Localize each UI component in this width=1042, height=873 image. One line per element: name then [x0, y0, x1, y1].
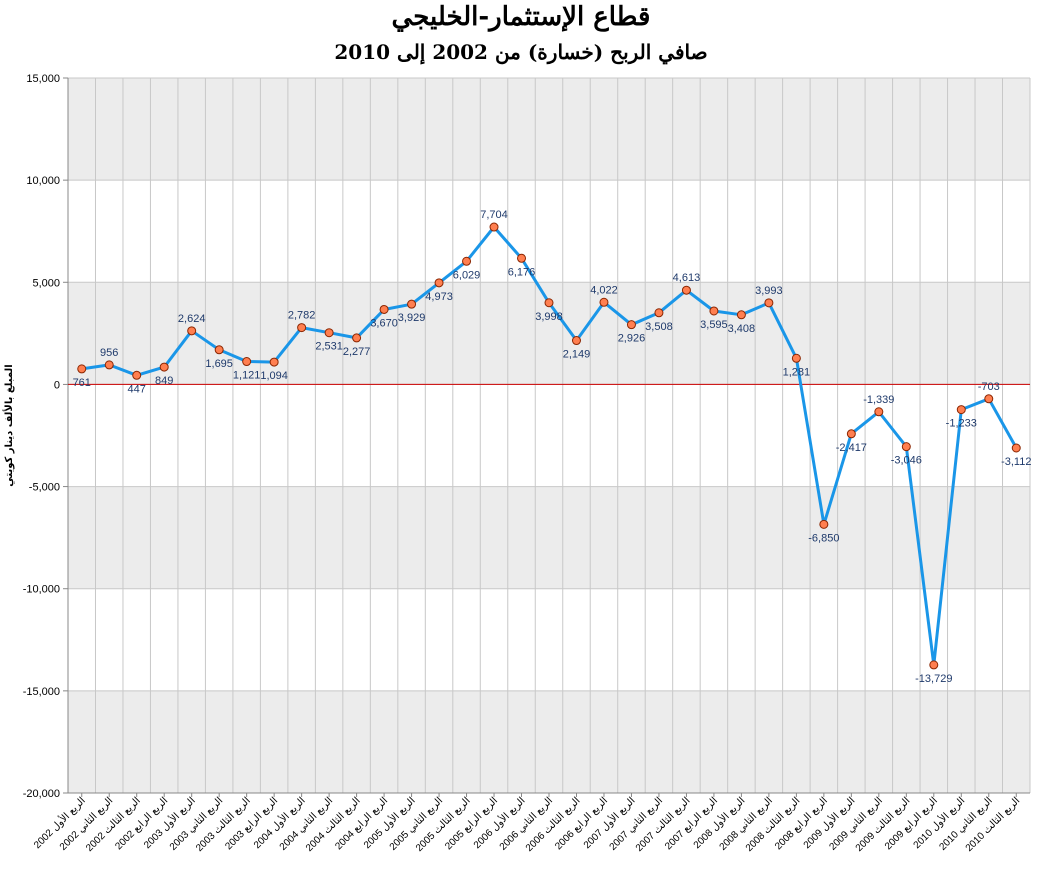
- data-point: [324, 328, 334, 338]
- data-label: 4,613: [673, 272, 701, 284]
- y-tick-label: -10,000: [23, 584, 60, 596]
- data-point: [489, 222, 499, 232]
- data-label: -1,233: [946, 418, 977, 430]
- data-point: [956, 405, 966, 415]
- data-label: 3,508: [645, 321, 673, 333]
- y-tick-labels: 15,000 10,000 5,000 0 -5,000 -10,000 -15,000 -2…: [23, 73, 60, 800]
- data-point: [764, 298, 774, 308]
- data-label: 2,782: [288, 310, 316, 322]
- y-tick-label: -5,000: [29, 482, 60, 494]
- data-point: [1011, 443, 1021, 453]
- data-label: -1,339: [863, 394, 894, 406]
- y-axis-title: المبلغ بالألف دينار كويتي: [2, 364, 15, 486]
- data-label: 4,973: [425, 291, 453, 303]
- data-point: [819, 519, 829, 529]
- data-label: -2,417: [836, 442, 867, 454]
- axes: [63, 77, 1030, 797]
- data-point: [214, 345, 224, 355]
- data-point: [681, 285, 691, 295]
- data-label: -3,112: [1001, 456, 1031, 468]
- data-point: [517, 253, 527, 263]
- data-label: 2,624: [178, 313, 206, 325]
- y-tick-label: -20,000: [23, 788, 60, 800]
- data-label: 2,149: [563, 349, 591, 361]
- y-tick-label: 0: [54, 379, 60, 391]
- data-label: 761: [73, 377, 91, 389]
- data-label: 6,029: [453, 269, 481, 281]
- data-point: [984, 394, 994, 404]
- y-tick-label: -15,000: [23, 686, 60, 698]
- data-label: -6,850: [808, 532, 839, 544]
- data-label: 3,408: [728, 323, 756, 335]
- data-point: [269, 357, 279, 367]
- data-label: 3,929: [398, 312, 426, 324]
- data-point: [352, 333, 362, 343]
- data-label: 956: [100, 347, 118, 359]
- data-point: [544, 298, 554, 308]
- data-point: [77, 364, 87, 374]
- y-tick-label: 5,000: [32, 277, 60, 289]
- data-point: [929, 660, 939, 670]
- data-label: 1,281: [783, 366, 811, 378]
- data-label: 1,121: [233, 370, 261, 382]
- data-point: [159, 362, 169, 372]
- data-point: [846, 429, 856, 439]
- background-bands: [68, 78, 1030, 793]
- data-label: 3,595: [700, 319, 728, 331]
- background-band: [68, 486, 1030, 589]
- background-band: [68, 78, 1030, 181]
- y-tick-label: 15,000: [26, 73, 60, 85]
- data-label: 7,704: [480, 209, 508, 221]
- chart-subtitle: صافي الربح (خسارة) من 2002 إلى 2010: [334, 40, 708, 64]
- data-label: 2,926: [618, 333, 646, 345]
- data-point: [791, 353, 801, 363]
- data-label: 3,670: [370, 317, 398, 329]
- gridlines: [67, 77, 1031, 794]
- data-point: [187, 326, 197, 336]
- data-point: [571, 336, 581, 346]
- data-point: [599, 297, 609, 307]
- data-point: [462, 256, 472, 266]
- data-label: 2,531: [315, 341, 343, 353]
- data-point: [379, 304, 389, 314]
- data-label: 2,277: [343, 346, 371, 358]
- data-label: 849: [155, 375, 173, 387]
- data-point: [626, 320, 636, 330]
- data-label: 3,998: [535, 311, 563, 323]
- data-point: [132, 370, 142, 380]
- data-point: [736, 310, 746, 320]
- data-label: 3,993: [755, 285, 783, 297]
- data-point: [709, 306, 719, 316]
- background-band: [68, 690, 1030, 793]
- data-point: [242, 357, 252, 367]
- data-point: [104, 360, 114, 370]
- data-label: 447: [128, 383, 146, 395]
- data-markers: [77, 222, 1021, 670]
- data-label: 1,695: [205, 358, 233, 370]
- data-label: -703: [978, 381, 1000, 393]
- data-label: 4,022: [590, 284, 618, 296]
- data-label: -3,046: [891, 455, 922, 467]
- data-point: [901, 442, 911, 452]
- data-point: [297, 323, 307, 333]
- data-label: 1,094: [260, 370, 288, 382]
- chart-title: قطاع الإستثمار-الخليجي: [391, 2, 651, 32]
- data-point: [407, 299, 417, 309]
- y-tick-label: 10,000: [26, 175, 60, 187]
- data-label: -13,729: [915, 673, 952, 685]
- data-point: [434, 278, 444, 288]
- data-point: [874, 407, 884, 417]
- data-point: [654, 308, 664, 318]
- data-label: 6,176: [508, 266, 536, 278]
